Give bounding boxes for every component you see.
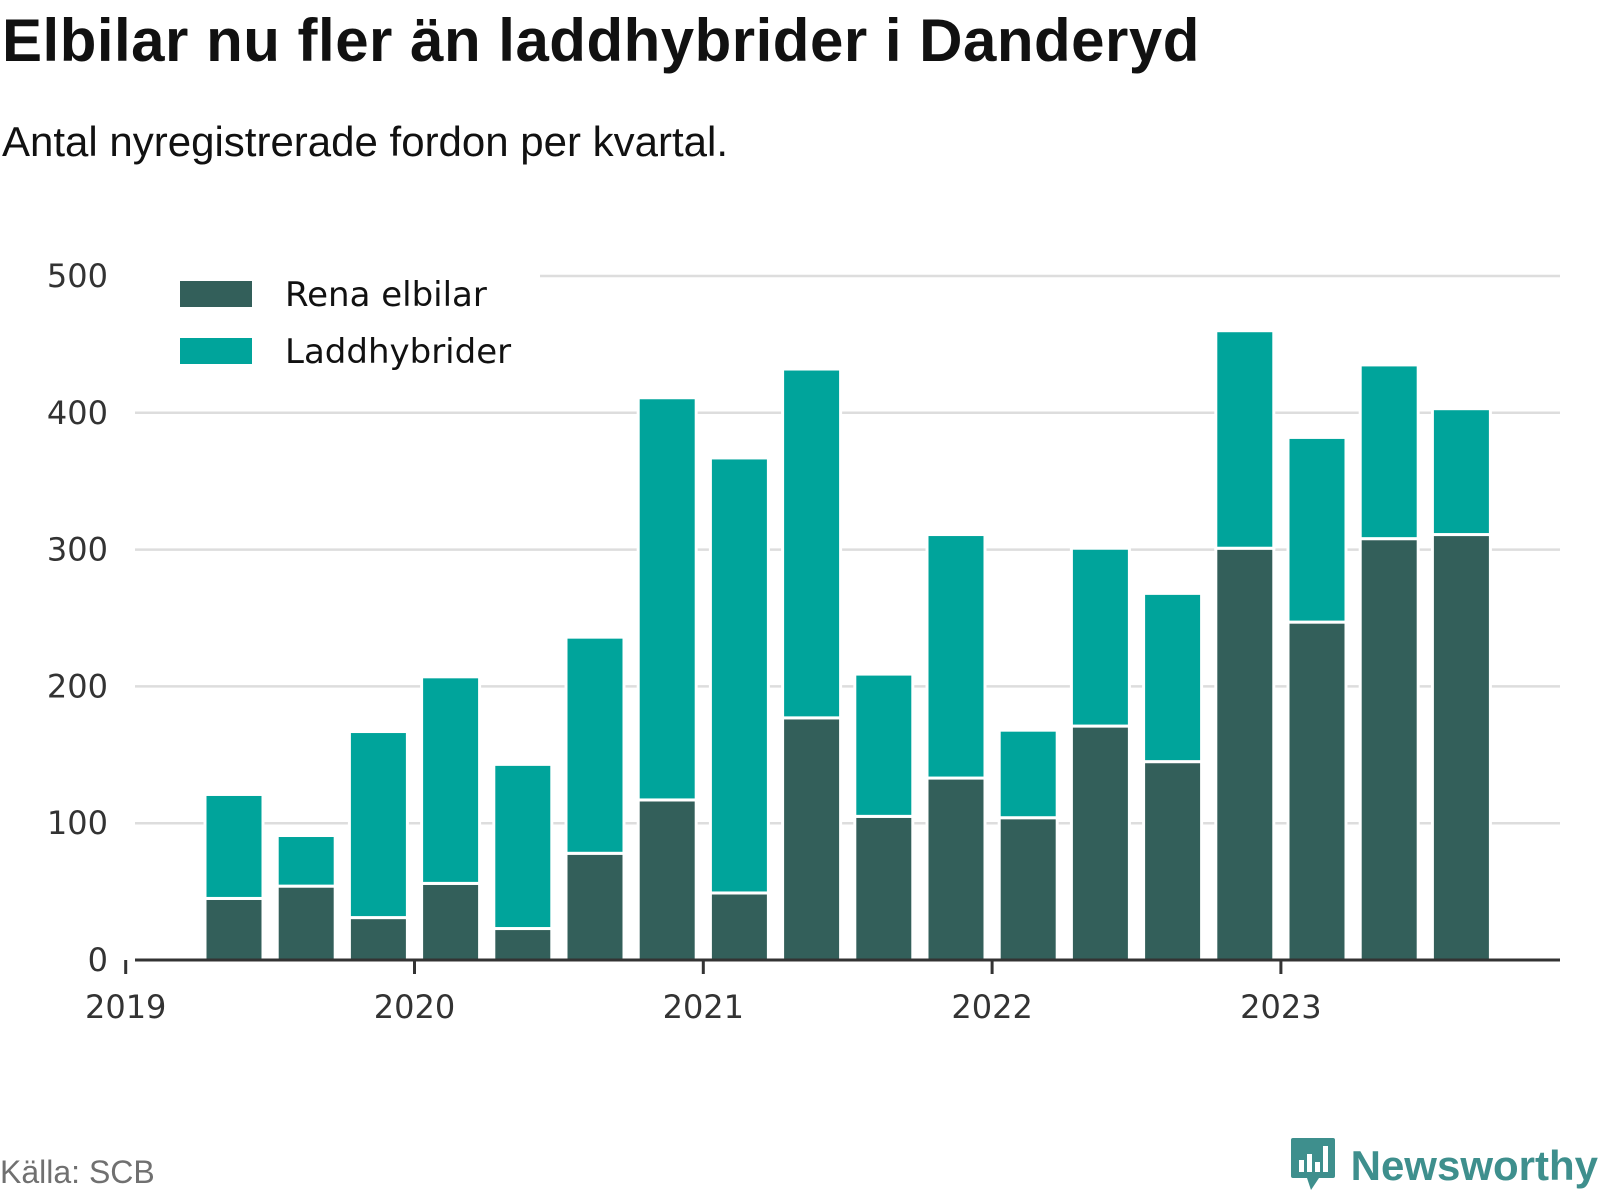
bar-rena-elbilar: [1430, 533, 1492, 962]
source-note: Källa: SCB: [0, 1154, 155, 1190]
chart-title: Elbilar nu fler än laddhybrider i Dander…: [2, 7, 1200, 74]
y-tick-label: 500: [47, 257, 108, 295]
x-tick-label: 2021: [663, 988, 744, 1026]
chart-subtitle: Antal nyregistrerade fordon per kvartal.: [2, 118, 729, 165]
bar-laddhybrider: [1286, 435, 1348, 624]
brand-logo: Newsworthy: [1289, 1136, 1598, 1196]
bar-rena-elbilar: [636, 798, 698, 962]
bar-laddhybrider: [275, 834, 337, 888]
bar-rena-elbilar: [1069, 724, 1131, 962]
bar-laddhybrider: [997, 728, 1059, 820]
legend-label: Rena elbilar: [285, 275, 487, 315]
bar-laddhybrider: [347, 730, 409, 920]
x-tick-label: 2019: [85, 988, 166, 1026]
newsworthy-logo-icon: [1290, 1138, 1335, 1190]
bar-laddhybrider: [1358, 363, 1420, 541]
bar-laddhybrider: [1142, 591, 1204, 764]
legend-label: Laddhybrider: [285, 332, 511, 372]
x-tick-label: 2020: [374, 988, 455, 1026]
y-tick-label: 300: [47, 531, 108, 569]
bar-rena-elbilar: [203, 896, 265, 962]
bar-laddhybrider: [420, 675, 482, 885]
bar-laddhybrider: [1214, 329, 1276, 550]
bar-rena-elbilar: [1214, 546, 1276, 962]
bar-rena-elbilar: [853, 814, 915, 962]
axes: 2019 2020 2021 2022 2023: [85, 958, 1560, 1026]
bar-rena-elbilar: [781, 716, 843, 962]
bar-rena-elbilar: [1358, 537, 1420, 962]
bar-laddhybrider: [708, 456, 770, 895]
bar-rena-elbilar: [564, 851, 626, 962]
bar-laddhybrider: [492, 762, 554, 931]
bar-rena-elbilar: [420, 881, 482, 962]
bar-rena-elbilar: [708, 891, 770, 962]
bar-rena-elbilar: [275, 884, 337, 962]
bar-laddhybrider: [203, 792, 265, 900]
bar-rena-elbilar: [997, 816, 1059, 962]
y-tick-label: 100: [47, 804, 108, 842]
bar-laddhybrider: [1069, 546, 1131, 728]
bars: [203, 329, 1492, 962]
bar-rena-elbilar: [1286, 620, 1348, 962]
bar-laddhybrider: [925, 533, 987, 780]
bar-rena-elbilar: [925, 776, 987, 962]
bar-laddhybrider: [781, 367, 843, 720]
y-tick-label: 400: [47, 394, 108, 432]
bar-rena-elbilar: [347, 916, 409, 962]
bar-laddhybrider: [1430, 407, 1492, 537]
legend-swatch: [180, 338, 252, 364]
legend: Rena elbilar Laddhybrider: [135, 270, 540, 382]
bar-rena-elbilar: [1142, 760, 1204, 962]
bar-rena-elbilar: [492, 927, 554, 962]
y-tick-label: 0: [88, 941, 108, 979]
x-tick-label: 2022: [951, 988, 1032, 1026]
brand-name: Newsworthy: [1350, 1142, 1598, 1189]
bar-laddhybrider: [564, 635, 626, 855]
y-tick-label: 200: [47, 667, 108, 705]
x-tick-label: 2023: [1240, 988, 1321, 1026]
legend-swatch: [180, 281, 252, 307]
bar-laddhybrider: [853, 672, 915, 818]
bar-laddhybrider: [636, 396, 698, 802]
